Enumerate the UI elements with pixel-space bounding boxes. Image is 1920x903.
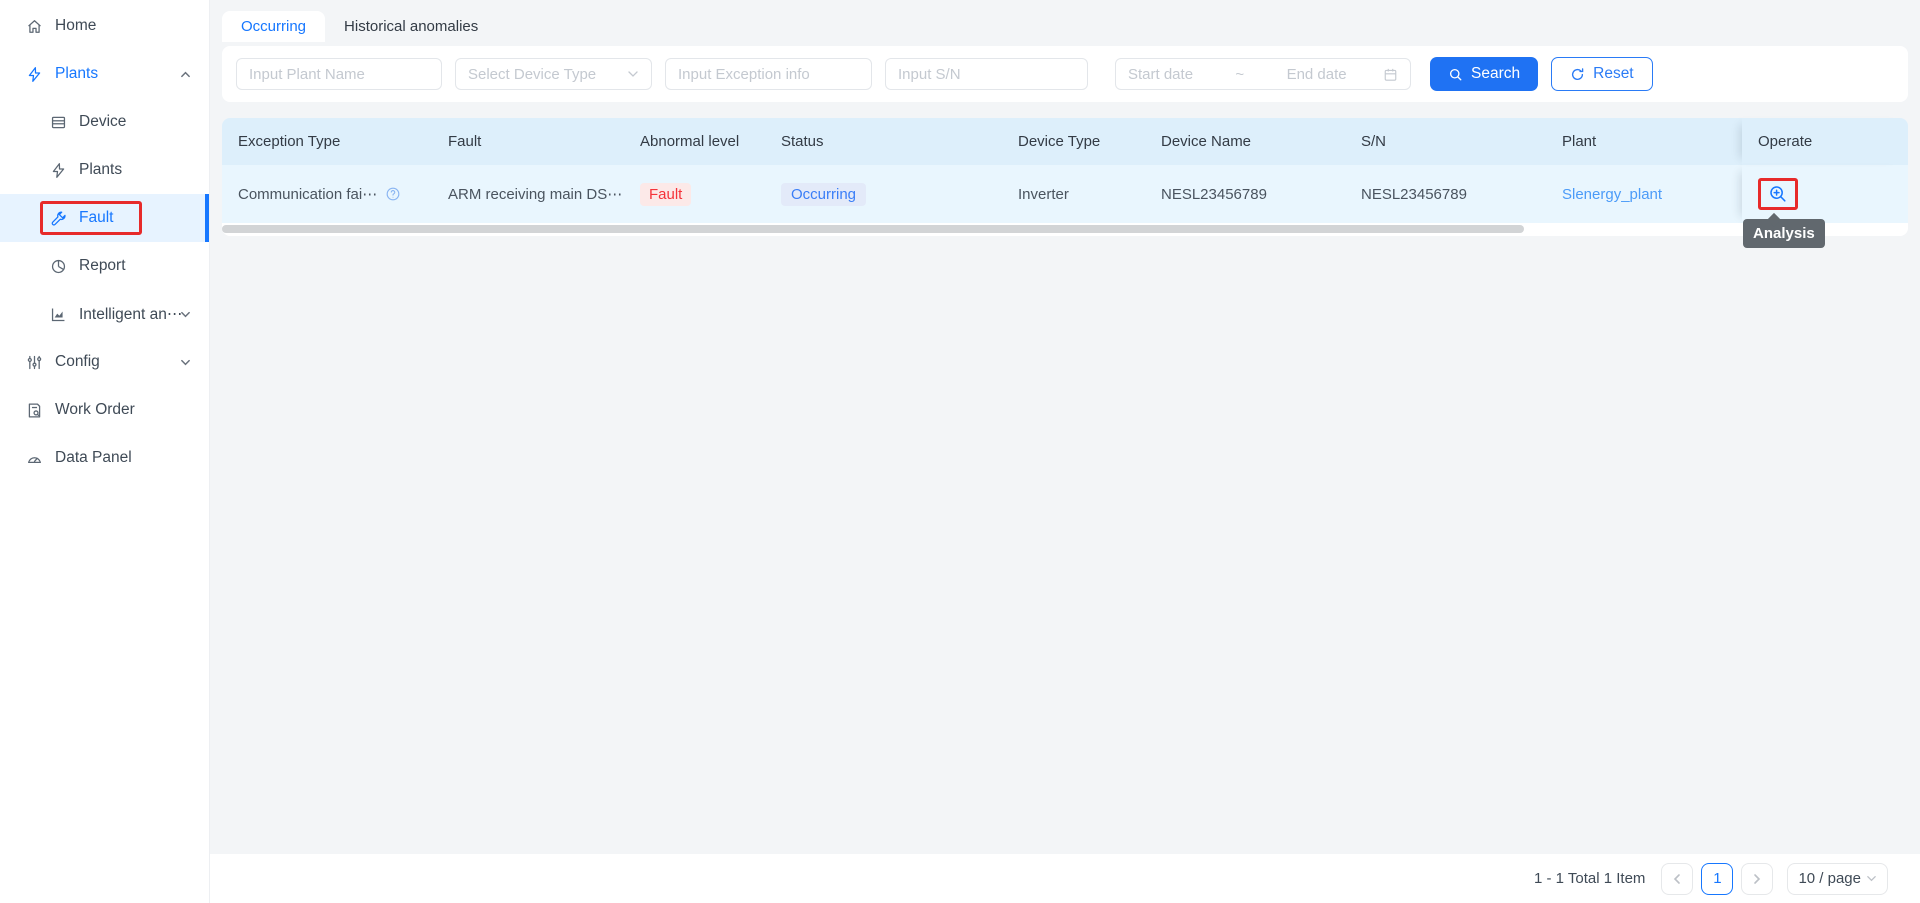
chevron-right-icon	[1751, 873, 1763, 885]
search-icon	[1448, 67, 1463, 82]
cell-sn: NESL23456789	[1361, 185, 1467, 203]
date-separator: ~	[1235, 65, 1245, 83]
fault-level-badge: Fault	[640, 182, 692, 206]
cell-abnormal-level: Fault	[624, 182, 765, 206]
cell-operate	[1742, 165, 1908, 223]
sidebar-item-label: Home	[55, 17, 97, 34]
sidebar-item-home[interactable]: Home	[0, 2, 209, 50]
reset-button[interactable]: Reset	[1551, 57, 1653, 91]
sidebar-item-label: Data Panel	[55, 449, 132, 466]
column-header: Exception Type	[238, 133, 341, 150]
page-number-button[interactable]: 1	[1701, 862, 1734, 895]
sidebar-item-label: Intelligent an⋯	[79, 305, 183, 323]
filter-bar: Select Device Type Start date ~ End date…	[222, 46, 1908, 102]
plant-link[interactable]: Slenergy_plant	[1562, 185, 1663, 203]
exception-type-text: Communication fai⋯	[238, 186, 378, 203]
sidebar-item-fault[interactable]: Fault	[0, 194, 209, 242]
next-page-button[interactable]	[1741, 862, 1774, 895]
sliders-icon	[26, 354, 43, 371]
column-header: S/N	[1361, 133, 1387, 150]
tab-historical-anomalies[interactable]: Historical anomalies	[344, 18, 479, 35]
zoom-in-icon[interactable]	[1768, 184, 1788, 204]
cell-plant: Slenergy_plant	[1546, 186, 1742, 203]
gauge-icon	[26, 450, 43, 467]
status-badge: Occurring	[781, 182, 867, 206]
cell-device-type: Inverter	[1018, 185, 1069, 203]
column-header: Device Type	[1018, 133, 1101, 150]
sidebar-item-config[interactable]: Config	[0, 338, 209, 386]
chevron-up-icon	[180, 69, 191, 80]
previous-page-button[interactable]	[1661, 862, 1694, 895]
chevron-down-icon	[627, 68, 639, 80]
sidebar: Home Plants Device Plants Fault	[0, 0, 210, 903]
sidebar-item-plants-sub[interactable]: Plants	[0, 146, 209, 194]
plant-name-input[interactable]	[236, 58, 442, 90]
column-header: Fault	[448, 133, 482, 150]
lightning-icon	[50, 162, 67, 179]
sidebar-item-label: Plants	[55, 65, 99, 82]
pagination-total-text: 1 - 1 Total 1 Item	[1533, 870, 1646, 887]
lightning-icon	[26, 66, 43, 83]
cell-fault: ARM receiving main DS⋯	[448, 186, 623, 203]
table-row[interactable]: Communication fai⋯ ARM receiving main DS…	[222, 165, 1908, 223]
sidebar-item-work-order[interactable]: Work Order	[0, 386, 209, 434]
sidebar-item-device[interactable]: Device	[0, 98, 209, 146]
cell-device-name: NESL23456789	[1161, 185, 1267, 203]
home-icon	[26, 18, 43, 35]
device-type-placeholder: Select Device Type	[468, 65, 597, 83]
search-button[interactable]: Search	[1430, 57, 1539, 91]
chevron-down-icon	[1866, 873, 1877, 884]
sidebar-item-label: Work Order	[55, 401, 135, 418]
sidebar-item-plants[interactable]: Plants	[0, 50, 209, 98]
chevron-down-icon	[180, 357, 191, 368]
analysis-tooltip: Analysis	[1743, 219, 1825, 248]
cell-exception-type: Communication fai⋯	[222, 185, 432, 203]
start-date-placeholder: Start date	[1128, 65, 1194, 83]
end-date-placeholder: End date	[1286, 65, 1347, 83]
tab-occurring[interactable]: Occurring	[222, 11, 326, 42]
sidebar-item-label: Device	[79, 113, 127, 130]
column-header: Status	[781, 133, 824, 150]
sidebar-item-label: Fault	[79, 209, 114, 226]
column-header: Device Name	[1161, 133, 1252, 150]
wrench-icon	[50, 210, 67, 227]
chevron-down-icon	[180, 309, 191, 320]
horizontal-scrollbar-thumb[interactable]	[222, 225, 1524, 233]
sidebar-item-intelligent-analysis[interactable]: Intelligent an⋯	[0, 290, 209, 338]
pie-chart-icon	[50, 258, 67, 275]
sn-input[interactable]	[885, 58, 1088, 90]
search-button-label: Search	[1471, 65, 1521, 82]
fault-annotation-box: Fault	[40, 201, 143, 235]
page-size-value: 10 / page	[1798, 870, 1861, 887]
device-type-select[interactable]: Select Device Type	[455, 58, 652, 90]
question-circle-icon[interactable]	[385, 186, 401, 202]
anomaly-table: Exception Type Fault Abnormal level Stat…	[222, 118, 1908, 236]
chevron-left-icon	[1671, 873, 1683, 885]
reset-icon	[1570, 67, 1585, 82]
column-header-operate: Operate	[1742, 118, 1908, 165]
table-header-row: Exception Type Fault Abnormal level Stat…	[222, 118, 1908, 165]
date-range-picker[interactable]: Start date ~ End date	[1115, 58, 1411, 90]
calendar-icon	[1383, 67, 1398, 82]
sidebar-item-data-panel[interactable]: Data Panel	[0, 434, 209, 482]
page-size-select[interactable]: 10 / page	[1787, 862, 1888, 895]
reset-button-label: Reset	[1593, 65, 1634, 82]
sidebar-item-label: Config	[55, 353, 100, 370]
exception-info-input[interactable]	[665, 58, 872, 90]
tab-bar: Occurring Historical anomalies	[210, 0, 1920, 42]
horizontal-scrollbar-track	[222, 223, 1908, 236]
sidebar-item-report[interactable]: Report	[0, 242, 209, 290]
column-header: Plant	[1562, 133, 1597, 150]
main-content: Occurring Historical anomalies Select De…	[210, 0, 1920, 903]
sidebar-item-label: Plants	[79, 161, 123, 178]
area-chart-icon	[50, 306, 67, 323]
pagination-bar: 1 - 1 Total 1 Item 1 10 / page	[210, 854, 1920, 903]
analysis-annotation-box	[1758, 178, 1798, 210]
cell-status: Occurring	[765, 182, 1002, 206]
document-search-icon	[26, 402, 43, 419]
sidebar-item-label: Report	[79, 257, 126, 274]
device-icon	[50, 114, 67, 131]
column-header: Abnormal level	[640, 133, 740, 150]
